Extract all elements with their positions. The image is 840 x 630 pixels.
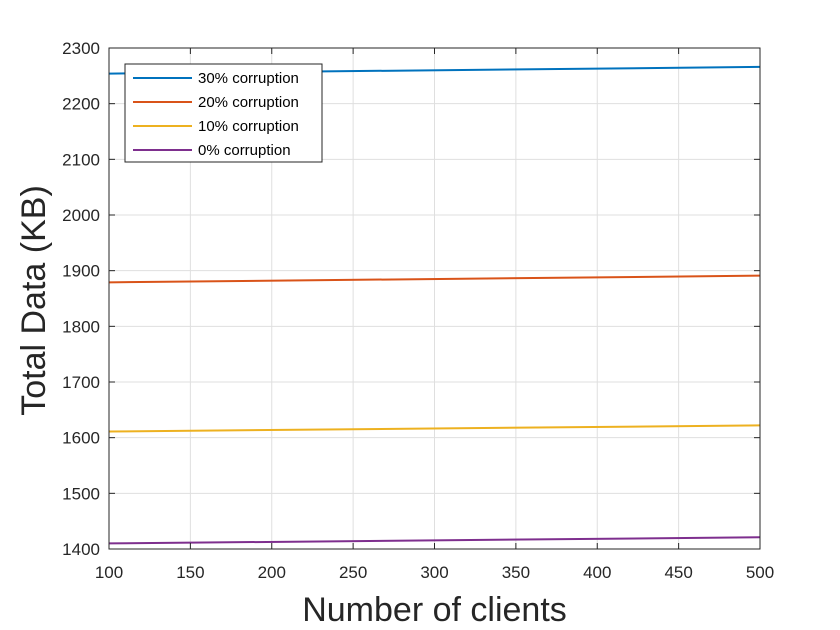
series-line	[108, 274, 761, 284]
y-tick-label: 1600	[62, 429, 100, 448]
x-tick-label: 200	[258, 563, 286, 582]
y-tick-label: 1800	[62, 317, 100, 336]
y-tick-label: 2000	[62, 206, 100, 225]
y-tick-label: 1500	[62, 484, 100, 503]
legend: 30% corruption 20% corruption 10% corrupti…	[124, 63, 323, 163]
legend-label: 10% corruption	[198, 118, 299, 135]
tick-labels: 100 150 200 250 300 350 400 450 500 1400 1500 1600 1…	[62, 39, 774, 582]
x-tick-label: 350	[502, 563, 530, 582]
x-tick-label: 400	[583, 563, 611, 582]
y-axis-title: Total Data (KB)	[15, 185, 53, 416]
y-tick-label: 2200	[62, 95, 100, 114]
x-tick-label: 150	[176, 563, 204, 582]
y-tick-label: 1900	[62, 262, 100, 281]
y-tick-label: 2300	[62, 39, 100, 58]
y-tick-label: 2100	[62, 150, 100, 169]
legend-box	[124, 63, 323, 163]
axis-ticks	[108, 47, 761, 550]
x-tick-label: 300	[420, 563, 448, 582]
x-tick-label: 250	[339, 563, 367, 582]
series-line	[108, 424, 761, 433]
y-tick-label: 1400	[62, 540, 100, 559]
legend-label: 0% corruption	[198, 142, 291, 159]
x-tick-label: 100	[95, 563, 123, 582]
legend-label: 20% corruption	[198, 94, 299, 111]
gridlines	[108, 47, 761, 550]
x-axis-title: Number of clients	[302, 591, 567, 629]
series-line	[108, 536, 761, 545]
x-tick-label: 500	[746, 563, 774, 582]
y-tick-label: 1700	[62, 373, 100, 392]
legend-label: 30% corruption	[198, 70, 299, 87]
x-tick-label: 450	[664, 563, 692, 582]
series-lines	[108, 65, 761, 545]
